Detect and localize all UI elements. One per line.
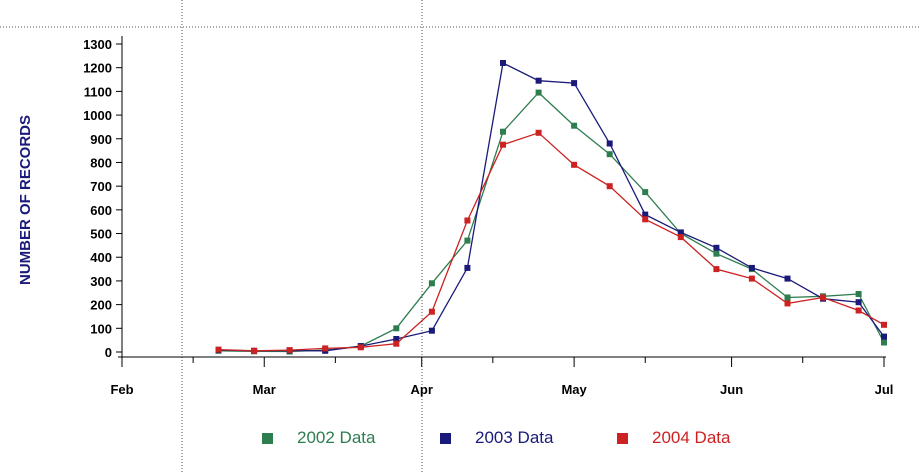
data-point-2002-12	[642, 189, 649, 196]
data-point-2004-10	[571, 161, 578, 168]
series-line-2004	[218, 132, 885, 352]
data-point-2003-12	[642, 211, 649, 218]
y-axis-title: NUMBER OF RECORDS	[17, 115, 34, 285]
x-tick-label: Mar	[253, 382, 276, 397]
y-tick-label: 1000	[83, 108, 112, 123]
legend-swatch-2002	[262, 432, 273, 444]
legend-item-2002: 2002 Data	[262, 428, 375, 448]
y-tick-label: 900	[90, 132, 112, 147]
x-tick-label: May	[561, 382, 587, 397]
data-point-2003-10	[571, 80, 578, 87]
y-tick-label: 600	[90, 203, 112, 218]
data-point-2003-9	[535, 77, 542, 84]
data-point-2002-18	[855, 291, 862, 297]
data-point-2004-5	[393, 340, 400, 347]
y-tick-label: 800	[90, 155, 112, 170]
data-point-2004-13	[677, 234, 684, 241]
data-point-2004-2	[286, 347, 293, 354]
legend-swatch-2004	[617, 432, 628, 444]
data-point-2002-16	[784, 294, 791, 301]
series-line-2002	[218, 91, 885, 353]
data-point-2002-5	[393, 325, 400, 332]
y-tick-label: 300	[90, 274, 112, 289]
x-tick-label: Jul	[875, 382, 894, 397]
data-point-2002-6	[428, 280, 435, 287]
data-point-2003-11	[606, 140, 613, 147]
data-point-2003-7	[464, 264, 471, 271]
data-point-2003-8	[500, 60, 506, 66]
data-point-2004-4	[357, 344, 364, 351]
data-point-2003-5	[393, 336, 400, 342]
data-point-2003-18	[855, 299, 862, 306]
data-point-2004-1	[251, 347, 258, 354]
x-tick-label: Jun	[720, 382, 743, 397]
y-tick-label: 1100	[84, 84, 112, 99]
data-point-2004-17	[820, 294, 826, 301]
data-point-2002-8	[500, 128, 506, 135]
data-point-2004-6	[428, 308, 435, 315]
y-tick-label: 1300	[83, 37, 112, 52]
legend-swatch-2003	[440, 432, 451, 444]
legend-label-2002: 2002 Data	[297, 428, 376, 447]
data-point-2002-7	[464, 237, 471, 244]
data-point-2003-16	[784, 275, 791, 282]
data-point-2004-0	[215, 346, 222, 353]
legend-label-2003: 2003 Data	[475, 428, 554, 447]
data-point-2004-9	[535, 129, 542, 136]
series-line-2003	[218, 62, 885, 352]
data-point-2003-6	[428, 327, 435, 334]
y-tick-label: 1200	[83, 61, 112, 76]
data-point-2004-3	[322, 345, 329, 352]
data-point-2002-10	[571, 122, 578, 129]
legend-item-2004: 2004 Data	[617, 428, 730, 448]
data-point-2002-14	[713, 250, 720, 257]
data-point-2004-12	[642, 216, 649, 223]
y-tick-label: 700	[90, 179, 112, 194]
data-point-2002-19	[881, 339, 887, 346]
data-point-2003-19	[881, 333, 887, 340]
y-tick-label: 0	[105, 345, 112, 360]
data-point-2004-8	[500, 141, 506, 148]
data-point-2003-13	[677, 229, 684, 236]
data-point-2004-18	[855, 307, 862, 314]
y-tick-label: 400	[90, 250, 112, 265]
legend-label-2004: 2004 Data	[652, 428, 731, 447]
legend: 2002 Data 2003 Data 2004 Data	[0, 428, 920, 452]
data-point-2002-11	[606, 151, 613, 158]
data-point-2004-16	[784, 300, 791, 307]
y-tick-label: 100	[90, 321, 112, 336]
data-point-2004-11	[606, 183, 613, 190]
y-tick-label: 200	[90, 298, 112, 313]
data-point-2004-15	[748, 275, 755, 282]
x-tick-label: Apr	[411, 382, 433, 397]
data-point-2003-14	[713, 244, 720, 251]
data-point-2004-19	[881, 321, 887, 328]
x-tick-label: Feb	[110, 382, 133, 397]
y-tick-label: 500	[90, 227, 112, 242]
data-point-2003-15	[748, 264, 755, 271]
data-point-2004-7	[464, 217, 471, 224]
data-point-2004-14	[713, 266, 720, 273]
legend-item-2003: 2003 Data	[440, 428, 553, 448]
y-axis-title-box: NUMBER OF RECORDS	[17, 115, 34, 285]
data-point-2002-9	[535, 89, 542, 96]
